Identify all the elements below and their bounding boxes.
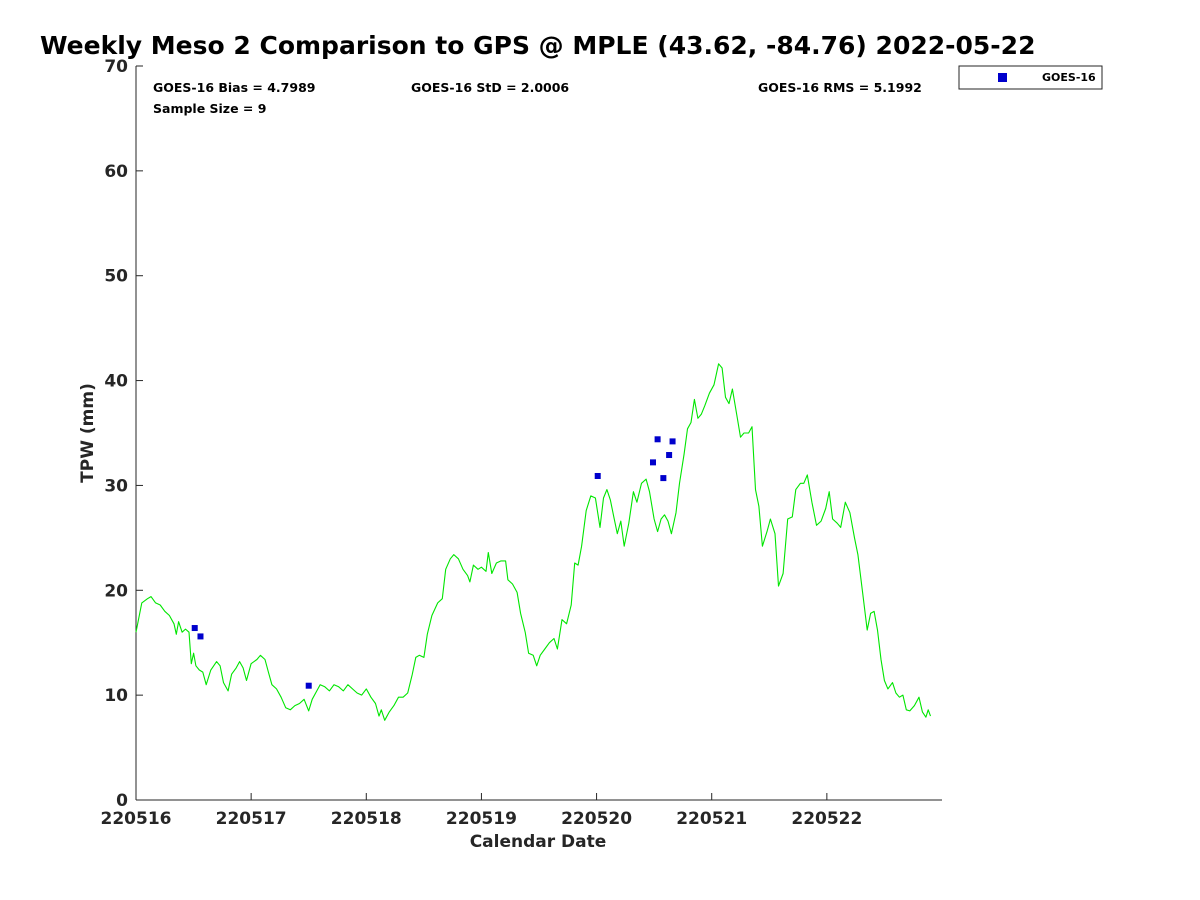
x-ticks: 220516 220517 220518 220519 220520 220521 2205… [101, 793, 862, 829]
goes16-series [191, 436, 676, 689]
y-ticks: 0 10 20 30 40 50 60 70 [104, 57, 143, 811]
goes16-point [305, 682, 312, 689]
y-tick-label: 10 [104, 686, 128, 706]
legend-marker [998, 73, 1007, 82]
goes16-point [197, 633, 204, 640]
chart-title: Weekly Meso 2 Comparison to GPS @ MPLE (… [40, 31, 1035, 60]
goes16-point [649, 459, 656, 466]
y-tick-label: 50 [104, 267, 128, 287]
y-tick-label: 60 [104, 162, 128, 182]
goes16-point [669, 438, 676, 445]
y-tick-label: 0 [116, 791, 128, 811]
x-tick-label: 220517 [216, 809, 287, 829]
stat-bias: GOES-16 Bias = 4.7989 [153, 80, 315, 95]
x-tick-label: 220516 [101, 809, 172, 829]
goes16-point [191, 625, 198, 632]
x-tick-label: 220521 [676, 809, 747, 829]
x-tick-label: 220522 [791, 809, 862, 829]
legend-label: GOES-16 [1042, 71, 1096, 84]
goes16-point [660, 475, 667, 482]
stat-std: GOES-16 StD = 2.0006 [411, 80, 569, 95]
goes16-point [594, 472, 601, 479]
x-tick-label: 220519 [446, 809, 517, 829]
legend: GOES-16 [958, 65, 1103, 90]
y-tick-label: 40 [104, 372, 128, 392]
y-tick-label: 70 [104, 57, 128, 77]
x-tick-label: 220518 [331, 809, 402, 829]
goes16-point [654, 436, 661, 443]
y-tick-label: 20 [104, 581, 128, 601]
x-axis-label: Calendar Date [470, 832, 607, 852]
legend-box [958, 65, 1103, 90]
plot-area [135, 66, 942, 801]
y-axis-label: TPW (mm) [78, 383, 98, 483]
stats-annotations: GOES-16 Bias = 4.7989 GOES-16 StD = 2.00… [153, 80, 922, 116]
gps-tpw-line [135, 363, 932, 721]
x-tick-label: 220520 [561, 809, 632, 829]
goes16-point [666, 452, 673, 459]
gps-series [135, 363, 932, 721]
stat-rms: GOES-16 RMS = 5.1992 [758, 80, 922, 95]
y-tick-label: 30 [104, 476, 128, 496]
stat-sample-size: Sample Size = 9 [153, 101, 266, 116]
